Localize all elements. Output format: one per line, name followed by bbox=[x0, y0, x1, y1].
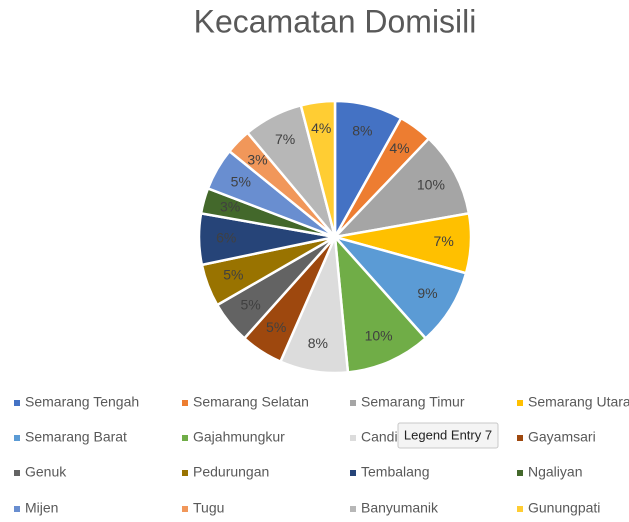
data-label: 8% bbox=[352, 122, 372, 138]
data-label: 4% bbox=[389, 140, 409, 156]
legend-label: Semarang Tengah bbox=[25, 394, 139, 410]
data-label: 5% bbox=[266, 319, 286, 335]
legend-marker bbox=[182, 435, 188, 441]
legend-label: Mijen bbox=[25, 500, 58, 516]
data-label: 3% bbox=[220, 199, 240, 215]
legend-marker bbox=[517, 400, 523, 406]
legend-marker bbox=[182, 400, 188, 406]
pie-slice bbox=[299, 99, 337, 238]
legend-marker bbox=[517, 470, 523, 476]
legend-label: Semarang Barat bbox=[25, 429, 127, 445]
legend-marker bbox=[182, 506, 188, 512]
legend-label: Pedurungan bbox=[193, 464, 269, 480]
legend-marker bbox=[14, 400, 20, 406]
data-label: 5% bbox=[240, 296, 260, 312]
data-label: 6% bbox=[216, 229, 236, 245]
legend-label: Banyumanik bbox=[361, 500, 439, 516]
tooltip-group: Legend Entry 7 bbox=[397, 422, 499, 449]
legend-label: Tugu bbox=[193, 500, 224, 516]
legend-label: Tembalang bbox=[361, 464, 430, 480]
legend-marker bbox=[14, 470, 20, 476]
legend-marker bbox=[350, 506, 356, 512]
legend-marker bbox=[517, 435, 523, 441]
data-label: 7% bbox=[434, 233, 454, 249]
data-label: 3% bbox=[247, 151, 267, 167]
legend-marker bbox=[350, 400, 356, 406]
tooltip-text: Legend Entry 7 bbox=[404, 427, 492, 442]
data-label: 9% bbox=[417, 285, 437, 301]
legend-marker bbox=[14, 506, 20, 512]
chart-title: Kecamatan Domisili bbox=[194, 3, 477, 39]
legend-marker bbox=[350, 470, 356, 476]
data-label: 10% bbox=[365, 327, 393, 343]
legend-label: Semarang Timur bbox=[361, 394, 465, 410]
legend-label: Semarang Selatan bbox=[193, 394, 309, 410]
data-label: 10% bbox=[417, 176, 445, 192]
data-label: 5% bbox=[223, 267, 243, 283]
legend-label: Semarang Utara bbox=[528, 394, 629, 410]
legend-label: Genuk bbox=[25, 464, 67, 480]
data-label: 7% bbox=[275, 131, 295, 147]
legend-marker bbox=[350, 435, 356, 441]
legend-label: Ngaliyan bbox=[528, 464, 582, 480]
legend-marker bbox=[14, 435, 20, 441]
data-label: 5% bbox=[231, 173, 251, 189]
data-label: 8% bbox=[308, 335, 328, 351]
legend-marker bbox=[182, 470, 188, 476]
legend-label: Gayamsari bbox=[528, 429, 596, 445]
tooltip-box bbox=[397, 422, 499, 449]
legend-marker bbox=[517, 506, 523, 512]
pie-slice bbox=[333, 233, 428, 374]
legend-label: Gunungpati bbox=[528, 500, 600, 516]
legend-label: Gajahmungkur bbox=[193, 429, 285, 445]
pie-slice bbox=[331, 136, 471, 239]
data-label: 4% bbox=[311, 120, 331, 136]
